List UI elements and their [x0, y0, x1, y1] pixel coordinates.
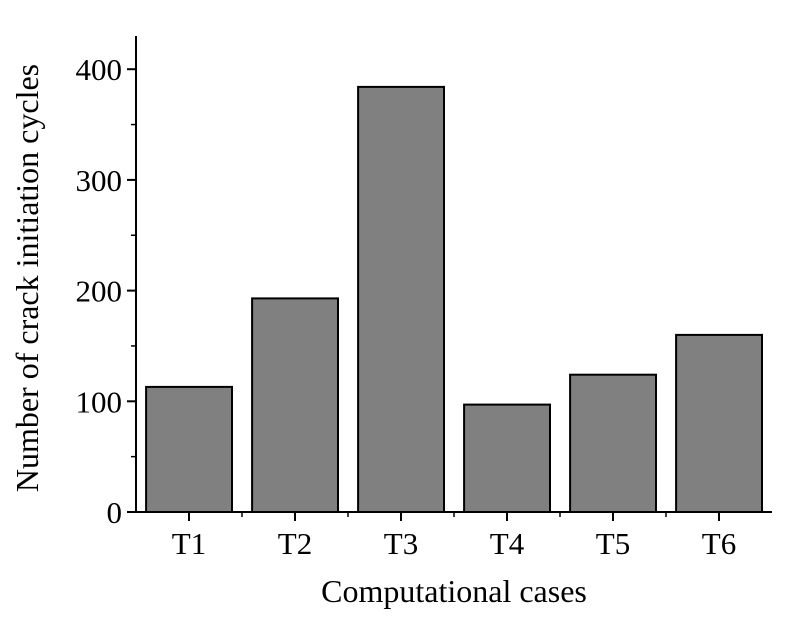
y-tick-label: 300 [76, 163, 123, 198]
bar-t6 [675, 333, 763, 513]
x-tick-label: T2 [278, 526, 312, 561]
x-tick-label: T6 [702, 526, 736, 561]
x-tick-label: T5 [596, 526, 630, 561]
y-axis-title: Number of crack initiation cycles [9, 64, 45, 492]
x-tick-label: T1 [172, 526, 206, 561]
x-axis-title: Computational cases [321, 573, 587, 609]
x-tick-label: T3 [384, 526, 418, 561]
bars-group [145, 85, 763, 514]
y-tick-label: 200 [76, 274, 123, 309]
y-tick-label: 0 [107, 495, 123, 530]
y-tick-label: 400 [76, 52, 123, 87]
bar-t2 [251, 297, 340, 513]
bar-t1 [145, 385, 234, 513]
x-tick-label: T4 [490, 526, 525, 561]
x-axis: T1 T2 T3 T4 T5 T6 [135, 511, 772, 561]
bar-t3 [357, 85, 446, 514]
bar-t4 [463, 403, 552, 514]
y-tick-label: 100 [76, 384, 123, 419]
y-axis: 0 100 200 300 400 [76, 36, 137, 530]
bar-t5 [569, 373, 657, 514]
